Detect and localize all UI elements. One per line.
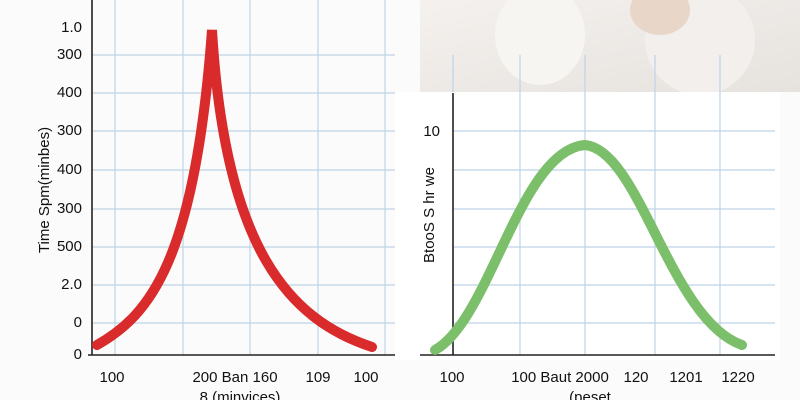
- red-curve: [92, 29, 377, 352]
- y-tick-label: 2.0: [61, 276, 82, 293]
- green-curve: [430, 139, 747, 355]
- x-tick-label: 100: [99, 369, 124, 386]
- photo-figure: [630, 0, 690, 35]
- x-tick-label: 100: [439, 369, 464, 386]
- x-axis-title: 8 (minvices): [200, 389, 281, 400]
- left-grid: [88, 0, 395, 356]
- y-tick-label: 400: [57, 84, 82, 101]
- y-axis-title: Time Spm(minbes): [36, 127, 53, 253]
- y-tick-label: 1.0: [61, 19, 82, 36]
- y-tick-label: 500: [57, 238, 82, 255]
- y-tick-label: 0: [74, 314, 82, 331]
- y-axis-title: BtooS S hr we: [421, 167, 438, 263]
- right-panel: [395, 92, 780, 360]
- y-tick-label: 300: [57, 200, 82, 217]
- x-tick-label: 100: [353, 369, 378, 386]
- y-tick-label: 400: [57, 161, 82, 178]
- x-tick-label: 100 Baut 2000: [511, 369, 609, 386]
- x-tick-label: 1220: [721, 369, 754, 386]
- y-tick-label: 0: [74, 346, 82, 363]
- x-tick-label: 200 Ban 160: [192, 369, 277, 386]
- photo-figure: [495, 0, 585, 85]
- y-tick-label: 300: [57, 122, 82, 139]
- x-tick-label: 120: [623, 369, 648, 386]
- x-tick-label: 1201: [669, 369, 702, 386]
- y-tick-label: 300: [57, 46, 82, 63]
- labels: 1.0 300 400 300 400 300 500 2.0 0 0 100 200 Ban 160…: [36, 19, 755, 400]
- y-tick-label: 10: [423, 123, 440, 140]
- x-tick-label: 109: [305, 369, 330, 386]
- x-axis-title: (peset: [569, 389, 612, 400]
